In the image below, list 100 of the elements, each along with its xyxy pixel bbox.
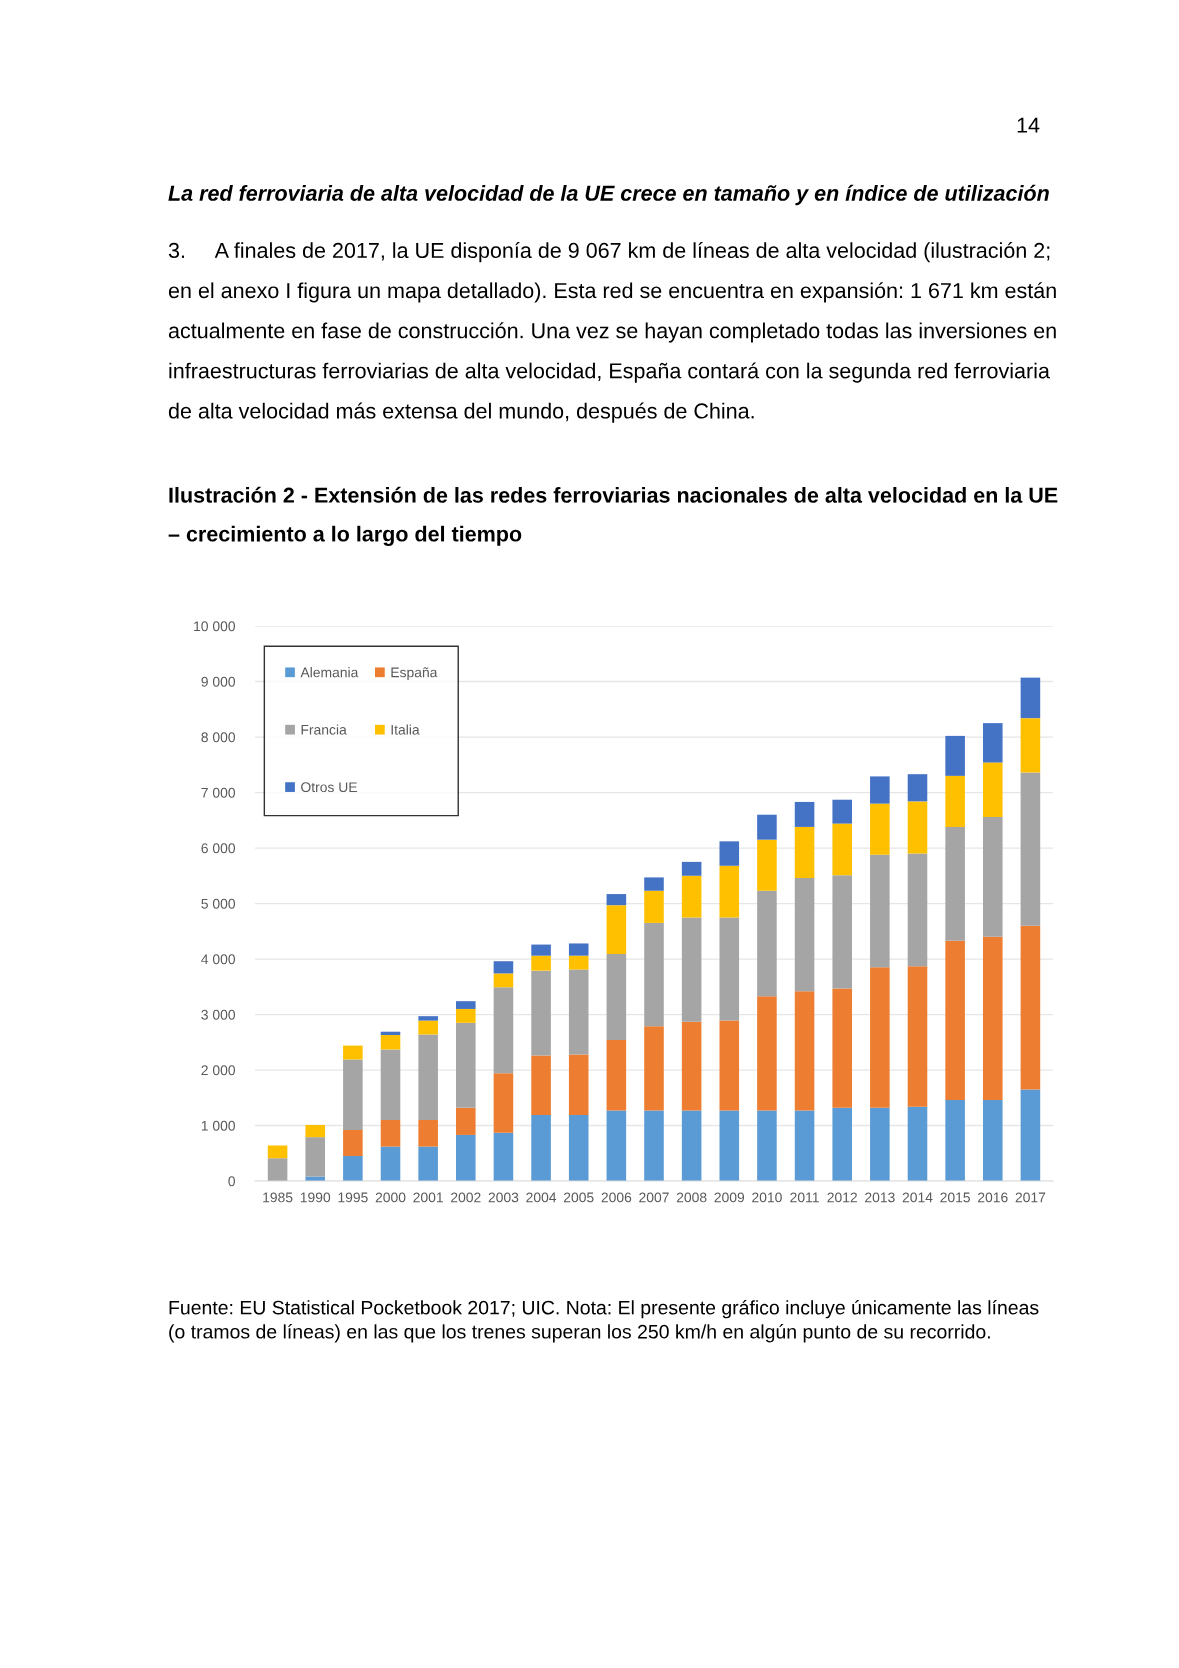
bar (681, 861, 702, 876)
x-tick-label: 2006 (601, 1192, 632, 1203)
x-tick-label: 2001 (413, 1192, 443, 1203)
bar (418, 1020, 438, 1035)
x-tick-label: 2012 (827, 1192, 857, 1203)
bar (794, 991, 815, 1111)
bar (982, 1099, 1003, 1181)
y-tick-label: 10 000 (194, 621, 236, 632)
text: La red ferroviaria de alta velocidad de la UE crece en tamaño y en índice de utilización (168, 184, 1049, 206)
bar (644, 922, 664, 1027)
bar (719, 865, 740, 918)
bar (456, 1022, 476, 1108)
bar (832, 988, 852, 1108)
bar (681, 1110, 702, 1181)
bar (343, 1129, 363, 1157)
bar (832, 1107, 852, 1181)
bar (907, 1106, 928, 1181)
bar (832, 799, 852, 824)
bar (380, 1049, 401, 1120)
bar (531, 944, 551, 956)
bar (606, 905, 627, 955)
bar (493, 1132, 514, 1181)
text: 14 (1017, 117, 1040, 133)
x-tick-label: 2010 (752, 1192, 782, 1203)
bar (757, 890, 777, 997)
legend-label: Otros UE (301, 782, 357, 793)
legend-label: España (391, 667, 438, 681)
bar (719, 1110, 740, 1181)
x-tick-label: 2009 (714, 1192, 745, 1203)
bar (794, 877, 815, 992)
source-note: Fuente: EU Statistical Pocketbook 2017; UIC. Nota: El presente gráfico incluye únicamente las líneas (o tramos de líneas) en las que los trenes superan los 250 km/h en algún punto de su recorrido. (169, 1300, 1039, 1343)
bar (606, 1040, 627, 1111)
bar (719, 841, 740, 866)
x-tick-label: 2007 (639, 1192, 669, 1203)
text: 3. A finales de 2017, la UE disponía de 9 067 km de líneas de alta velocidad (ilustración 2; en el anexo I figura un mapa detallado). Esta red se encuentra en expansión: 1 671 km están actualmente en fase de construcción. Una vez se hayan completado todas las inversiones en infraestructuras ferroviarias de alta velocidad, España contará con la segunda red ferroviaria de alta velocidad más extensa del mundo, después de China. (168, 242, 1056, 423)
x-tick-label: 2016 (978, 1192, 1008, 1203)
y-tick-label: 3 000 (201, 1009, 236, 1020)
bar (456, 1107, 476, 1135)
y-tick-label: 2 000 (201, 1065, 236, 1076)
x-tick-label: 2011 (790, 1192, 819, 1203)
bar (945, 735, 965, 776)
y-tick-label: 9 000 (201, 676, 236, 687)
bar (644, 1110, 664, 1181)
bar (531, 955, 551, 971)
bar (606, 894, 627, 906)
bar (305, 1137, 326, 1177)
x-tick-label: 2004 (526, 1192, 557, 1203)
bar (606, 1110, 627, 1181)
legend-label: Francia (301, 724, 347, 735)
bar (568, 943, 589, 956)
bar (568, 1114, 589, 1181)
x-tick-label: 2005 (563, 1192, 594, 1203)
bar (418, 1016, 438, 1021)
y-tick-label: 8 000 (201, 732, 236, 743)
bar (1020, 1089, 1041, 1181)
x-tick-label: 2000 (375, 1192, 406, 1203)
bar (982, 762, 1003, 817)
bar (982, 723, 1003, 763)
bar (870, 1107, 890, 1181)
bar (1020, 925, 1041, 1090)
bar (644, 890, 664, 923)
bar (719, 1020, 740, 1111)
x-tick-label: 1990 (300, 1192, 331, 1203)
x-tick-label: 2013 (865, 1192, 895, 1203)
legend-label: Italia (391, 724, 420, 735)
bar (1020, 772, 1041, 926)
bar (418, 1119, 438, 1147)
bar (568, 955, 589, 970)
bar (456, 1008, 476, 1023)
bar (267, 1145, 288, 1159)
y-tick-label: 7 000 (201, 787, 236, 798)
y-tick-label: 4 000 (201, 954, 236, 965)
bar (945, 826, 965, 941)
bar (456, 1134, 476, 1181)
bar (531, 970, 551, 1056)
bar (757, 839, 777, 891)
x-tick-label: 2017 (1015, 1192, 1046, 1203)
bar (681, 1021, 702, 1111)
x-tick-label: 1985 (263, 1192, 293, 1203)
bar (681, 875, 702, 918)
y-tick-label: 0 (228, 1176, 236, 1187)
x-tick-label: 2003 (488, 1192, 519, 1203)
bar (380, 1146, 401, 1181)
bar (719, 917, 740, 1021)
bar (380, 1035, 401, 1050)
bar (418, 1034, 438, 1120)
bar (870, 967, 890, 1108)
bar (493, 973, 514, 988)
bar (493, 987, 514, 1074)
bar (343, 1059, 363, 1130)
y-tick-label: 1 000 (201, 1120, 236, 1131)
bar (568, 969, 589, 1055)
bar (794, 801, 815, 827)
bar (305, 1124, 326, 1138)
x-tick-label: 2002 (451, 1192, 481, 1203)
x-tick-label: 2014 (902, 1192, 933, 1203)
x-tick-label: 2008 (676, 1192, 707, 1203)
bar (493, 1073, 514, 1133)
bar (982, 936, 1003, 1100)
bar (644, 1026, 664, 1111)
